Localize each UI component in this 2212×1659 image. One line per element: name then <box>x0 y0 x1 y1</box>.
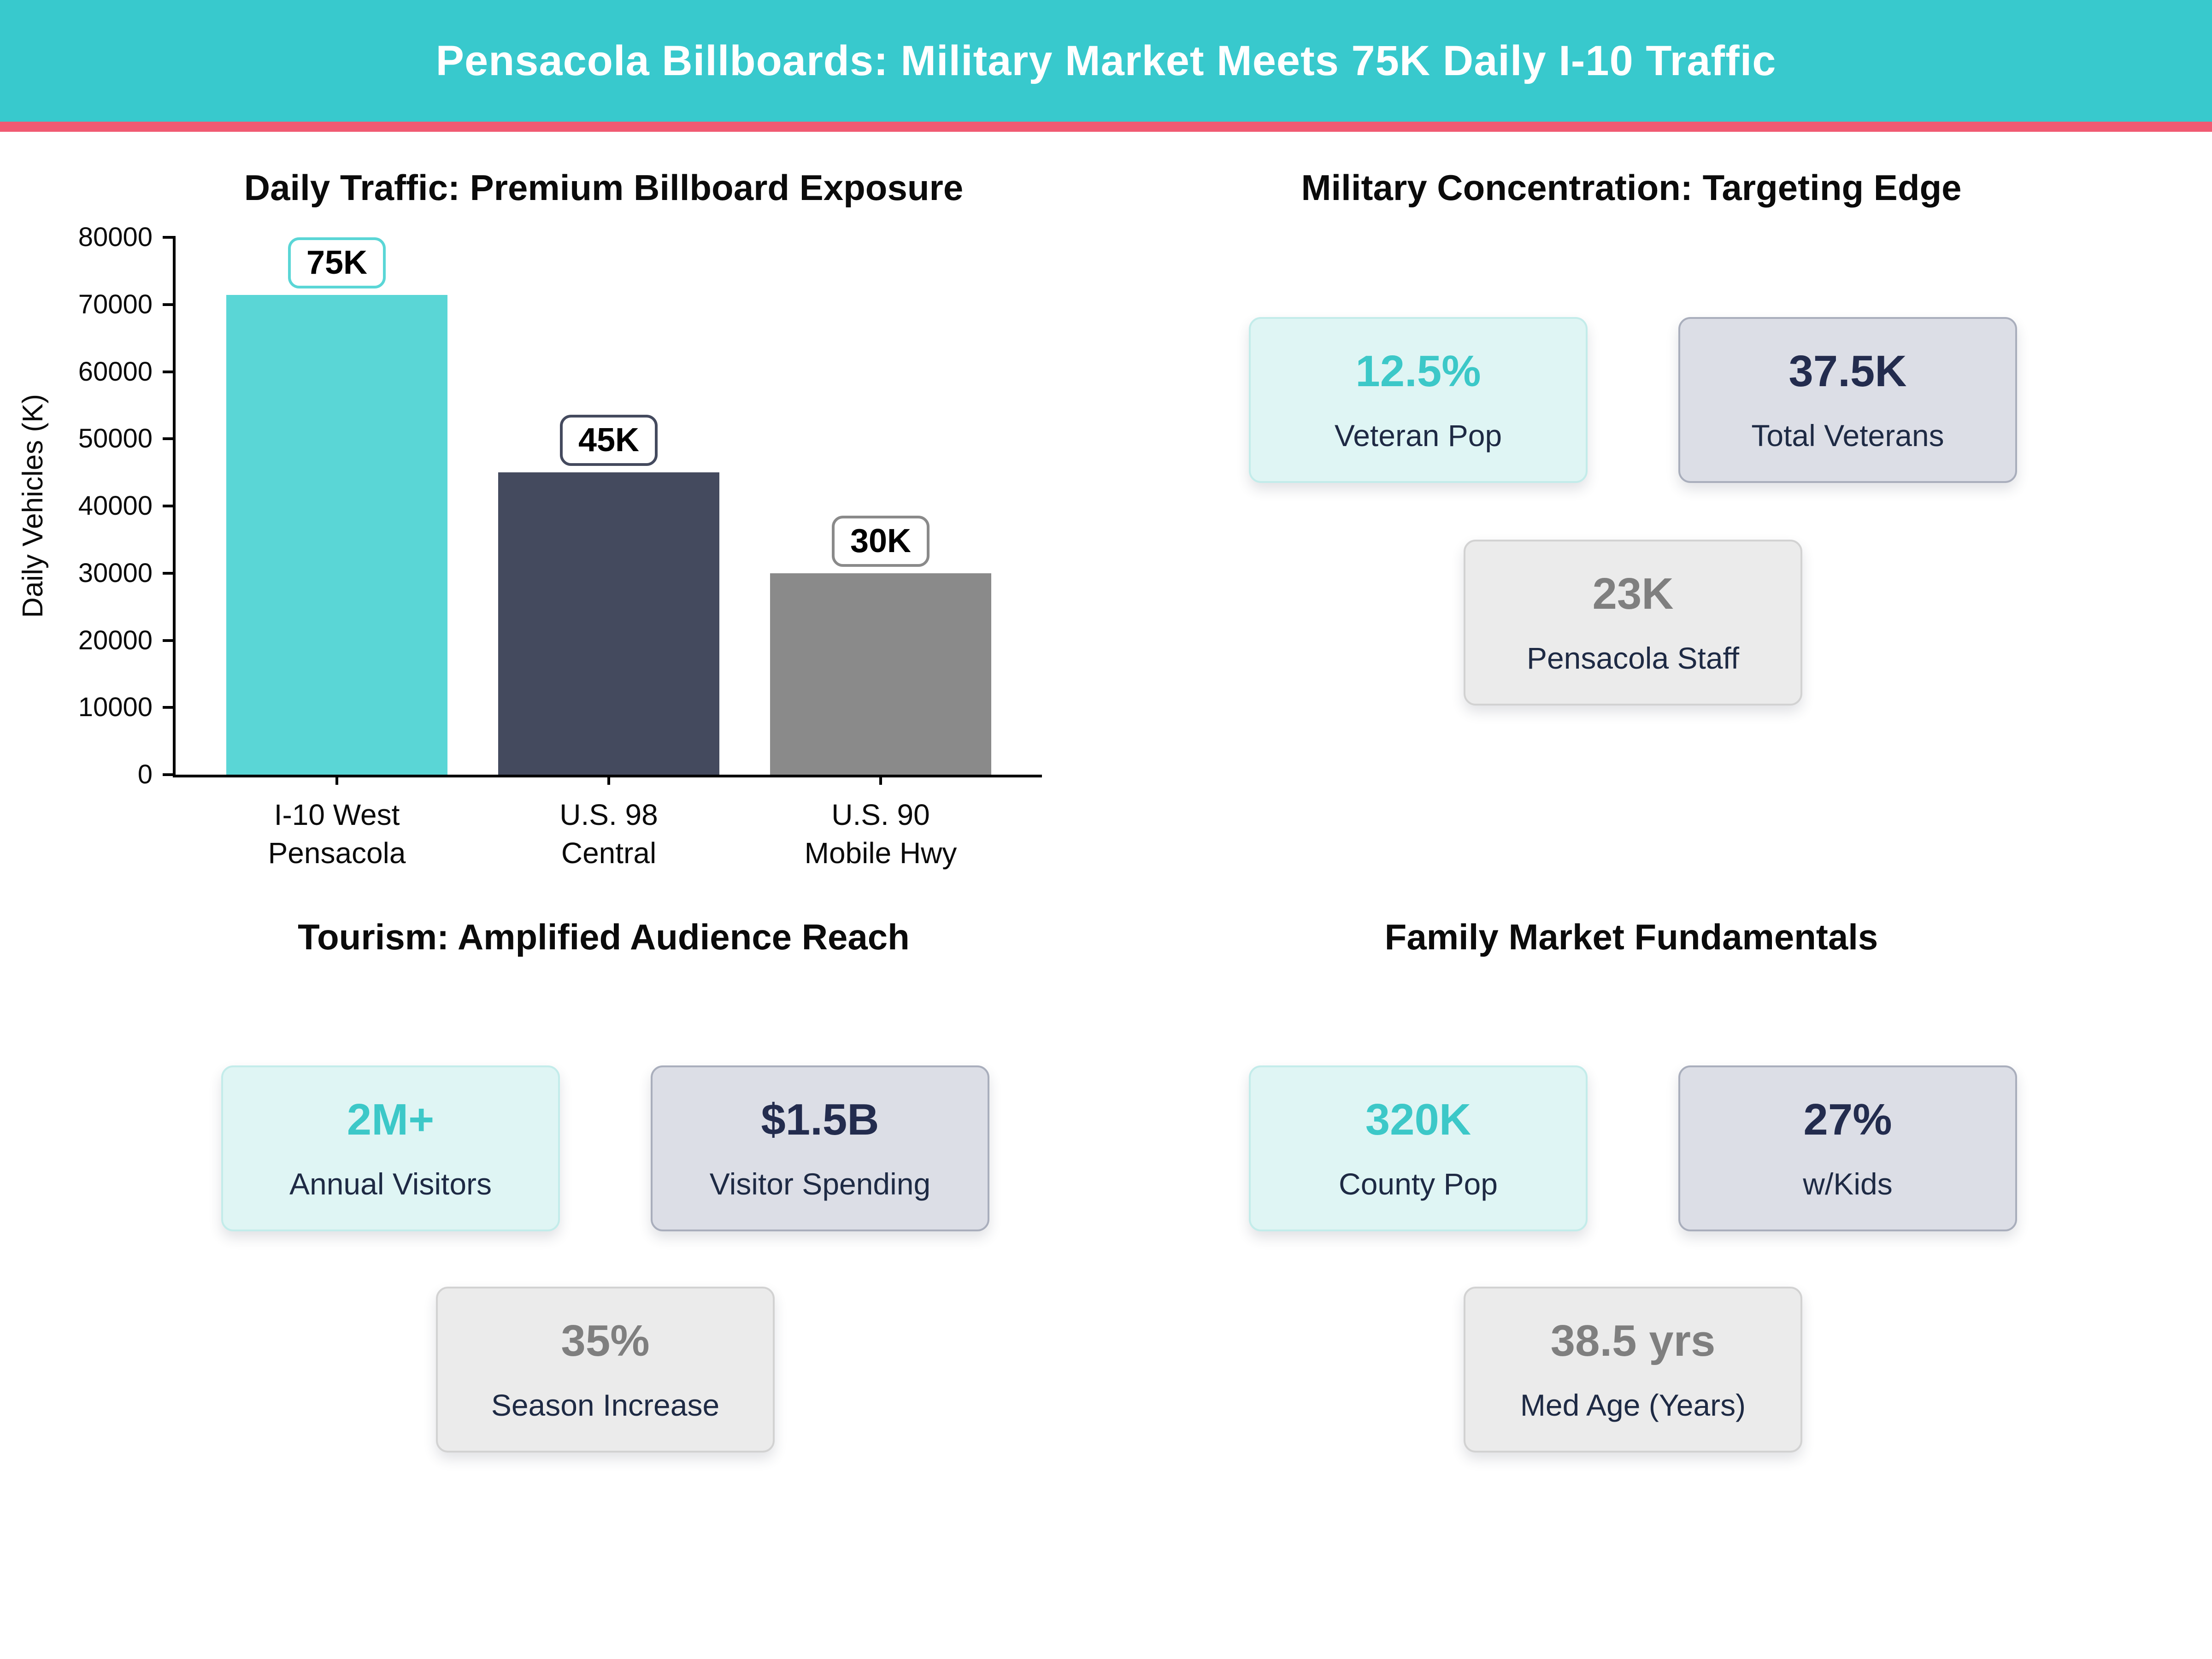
y-tick-label: 60000 <box>78 356 153 387</box>
y-tick-label: 10000 <box>78 692 153 723</box>
stat-card-median-age: 38.5 yrs Med Age (Years) <box>1464 1287 1802 1453</box>
y-tick-mark <box>163 639 176 642</box>
panel-daily-traffic: Daily Traffic: Premium Billboard Exposur… <box>0 132 1207 899</box>
stat-card-with-kids: 27% w/Kids <box>1678 1065 2017 1231</box>
banner-accent-bar <box>0 122 2212 132</box>
stat-value: 27% <box>1803 1095 1892 1144</box>
stat-value: $1.5B <box>761 1095 879 1144</box>
y-tick-label: 70000 <box>78 289 153 319</box>
panel-family: Family Market Fundamentals 320K County P… <box>1134 899 2129 1521</box>
page-title: Pensacola Billboards: Military Market Me… <box>435 37 1777 84</box>
chart-plot: Daily Vehicles (K) 75K I-10 West Pensacol… <box>17 224 1042 870</box>
y-tick-mark <box>163 303 176 306</box>
bars-row: 75K I-10 West Pensacola 45K U.S. 98 Central… <box>176 237 1042 870</box>
stat-label: w/Kids <box>1803 1167 1893 1201</box>
stat-card-pensacola-staff: 23K Pensacola Staff <box>1464 540 1802 706</box>
bar-slot: 30K U.S. 90 Mobile Hwy <box>770 237 991 870</box>
stat-value: 320K <box>1365 1095 1471 1144</box>
stat-card-visitor-spending: $1.5B Visitor Spending <box>651 1065 989 1231</box>
y-tick-mark <box>163 773 176 776</box>
y-tick-mark <box>163 236 176 239</box>
y-tick-label: 30000 <box>78 558 153 588</box>
y-tick-label: 40000 <box>78 491 153 521</box>
stat-value: 38.5 yrs <box>1550 1316 1716 1365</box>
stat-label: Annual Visitors <box>289 1167 492 1201</box>
stat-value: 35% <box>561 1316 650 1365</box>
stat-label: Visitor Spending <box>709 1167 931 1201</box>
x-tick-label: U.S. 98 Central <box>559 798 658 870</box>
bar-slot: 45K U.S. 98 Central <box>498 237 719 870</box>
panel-military: Military Concentration: Targeting Edge 1… <box>1134 132 2129 899</box>
chart-title: Daily Traffic: Premium Billboard Exposur… <box>244 167 964 208</box>
stat-card-season-increase: 35% Season Increase <box>436 1287 775 1453</box>
x-tick-mark <box>607 775 610 785</box>
stat-card-veteran-pop: 12.5% Veteran Pop <box>1249 317 1588 483</box>
y-tick-label: 20000 <box>78 625 153 655</box>
panel-tourism: Tourism: Amplified Audience Reach 2M+ An… <box>0 899 1207 1521</box>
bar-value-chip: 75K <box>288 237 386 289</box>
stat-label: Pensacola Staff <box>1526 641 1740 675</box>
x-tick-label: U.S. 90 Mobile Hwy <box>804 798 957 870</box>
banner: Pensacola Billboards: Military Market Me… <box>0 0 2212 122</box>
section-title: Military Concentration: Targeting Edge <box>1301 167 1962 208</box>
x-tick-mark <box>879 775 882 785</box>
stat-value: 37.5K <box>1788 347 1907 396</box>
bar <box>770 573 991 775</box>
stat-value: 2M+ <box>347 1095 435 1144</box>
stat-card-total-veterans: 37.5K Total Veterans <box>1678 317 2017 483</box>
x-tick-mark <box>335 775 338 785</box>
y-tick-mark <box>163 706 176 709</box>
x-tick-label: I-10 West Pensacola <box>268 798 406 870</box>
stat-card-annual-visitors: 2M+ Annual Visitors <box>221 1065 560 1231</box>
section-title: Family Market Fundamentals <box>1384 917 1878 957</box>
bar <box>498 472 719 775</box>
y-tick-label: 50000 <box>78 424 153 454</box>
bar-slot: 75K I-10 West Pensacola <box>226 237 447 870</box>
stat-label: Total Veterans <box>1751 418 1944 453</box>
stat-label: Med Age (Years) <box>1520 1388 1746 1422</box>
stat-label: Season Increase <box>491 1388 720 1422</box>
y-tick-mark <box>163 571 176 575</box>
bar <box>226 295 447 775</box>
bar-value-chip: 45K <box>559 414 658 466</box>
stat-label: County Pop <box>1339 1167 1498 1201</box>
stat-value: 23K <box>1592 569 1674 618</box>
y-tick-mark <box>163 437 176 441</box>
stat-label: Veteran Pop <box>1334 418 1502 453</box>
y-tick-label: 0 <box>137 759 153 789</box>
section-title: Tourism: Amplified Audience Reach <box>298 917 910 957</box>
y-tick-label: 80000 <box>78 222 153 252</box>
stat-value: 12.5% <box>1355 347 1481 396</box>
y-tick-mark <box>163 505 176 507</box>
stat-card-county-pop: 320K County Pop <box>1249 1065 1588 1231</box>
y-tick-mark <box>163 370 176 373</box>
bar-value-chip: 30K <box>831 515 930 567</box>
